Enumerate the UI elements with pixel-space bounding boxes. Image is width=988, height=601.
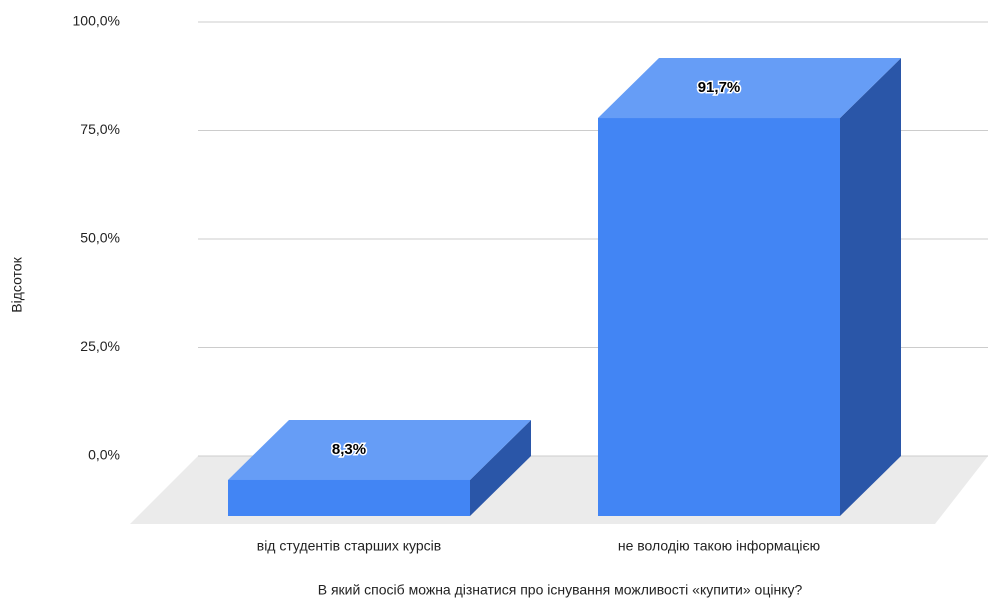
bar bbox=[228, 479, 470, 516]
x-axis-title: В який спосіб можна дізнатися про існува… bbox=[318, 582, 803, 598]
x-tick-label: від студентів старших курсів bbox=[257, 538, 441, 554]
data-label: 91,7% bbox=[698, 79, 741, 96]
bar-side bbox=[470, 419, 531, 516]
y-tick-label: 0,0% bbox=[88, 447, 120, 463]
bar-side bbox=[840, 58, 901, 516]
y-axis-title: Відсоток bbox=[9, 256, 25, 312]
y-tick-label: 75,0% bbox=[80, 121, 120, 137]
y-tick-label: 50,0% bbox=[80, 230, 120, 246]
bar-top bbox=[228, 419, 531, 480]
bar-top bbox=[598, 58, 901, 119]
y-tick-label: 100,0% bbox=[73, 13, 120, 29]
data-label: 8,3% bbox=[332, 441, 366, 458]
bar bbox=[598, 118, 840, 516]
x-tick-label: не володію такою інформацією bbox=[618, 538, 820, 554]
y-tick-label: 25,0% bbox=[80, 338, 120, 354]
